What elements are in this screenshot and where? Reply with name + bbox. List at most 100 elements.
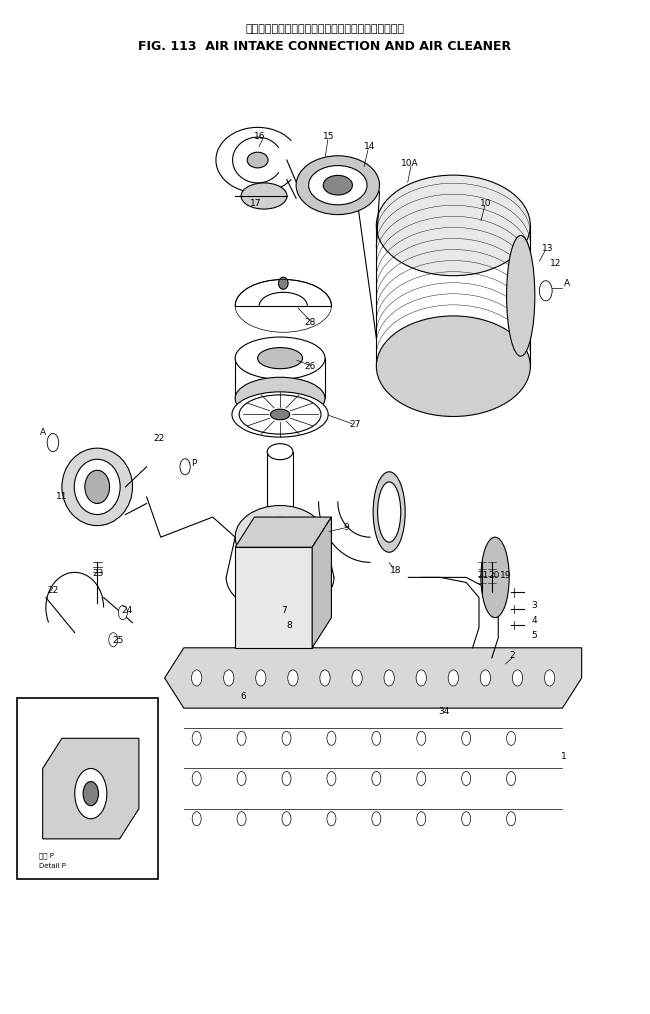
Circle shape xyxy=(417,812,426,825)
Text: 4: 4 xyxy=(532,617,538,626)
Circle shape xyxy=(506,772,515,786)
Ellipse shape xyxy=(376,175,530,276)
Text: 6: 6 xyxy=(240,692,246,701)
Ellipse shape xyxy=(257,517,302,557)
Text: 19: 19 xyxy=(500,571,511,580)
Circle shape xyxy=(384,670,395,686)
Text: 21: 21 xyxy=(478,571,489,580)
Circle shape xyxy=(540,281,552,301)
Text: 11: 11 xyxy=(55,493,67,502)
Text: Detail P: Detail P xyxy=(40,863,66,869)
Ellipse shape xyxy=(235,506,325,569)
Text: 22: 22 xyxy=(48,586,59,595)
Text: 20: 20 xyxy=(489,571,500,580)
Circle shape xyxy=(109,633,118,647)
Ellipse shape xyxy=(278,277,288,289)
Text: 7: 7 xyxy=(281,606,287,615)
Circle shape xyxy=(352,670,362,686)
Circle shape xyxy=(372,731,381,745)
Circle shape xyxy=(462,812,471,825)
Ellipse shape xyxy=(481,537,509,618)
Ellipse shape xyxy=(373,472,405,553)
Ellipse shape xyxy=(309,165,367,205)
Ellipse shape xyxy=(74,459,120,514)
Circle shape xyxy=(282,731,291,745)
Circle shape xyxy=(448,670,458,686)
Ellipse shape xyxy=(267,444,293,459)
Bar xyxy=(17,698,158,879)
Text: A: A xyxy=(40,428,46,437)
Text: 25: 25 xyxy=(112,636,124,645)
Ellipse shape xyxy=(257,348,302,369)
Circle shape xyxy=(462,731,471,745)
Text: FIG. 113  AIR INTAKE CONNECTION AND AIR CLEANER: FIG. 113 AIR INTAKE CONNECTION AND AIR C… xyxy=(138,40,512,53)
Circle shape xyxy=(237,812,246,825)
Circle shape xyxy=(237,731,246,745)
Circle shape xyxy=(75,769,107,818)
Circle shape xyxy=(240,620,250,636)
Ellipse shape xyxy=(241,183,287,209)
Ellipse shape xyxy=(378,482,400,542)
Ellipse shape xyxy=(376,316,530,417)
Text: 27: 27 xyxy=(350,420,361,429)
Circle shape xyxy=(480,670,491,686)
Text: エアーインテークコネクションおよびエアークリーナ: エアーインテークコネクションおよびエアークリーナ xyxy=(246,24,404,34)
Text: 3: 3 xyxy=(532,601,538,610)
Text: 2: 2 xyxy=(509,651,515,660)
Circle shape xyxy=(417,731,426,745)
Circle shape xyxy=(192,812,201,825)
Circle shape xyxy=(291,599,301,615)
Circle shape xyxy=(180,458,190,475)
Ellipse shape xyxy=(235,337,325,379)
Text: A: A xyxy=(564,279,570,288)
Circle shape xyxy=(282,812,291,825)
Circle shape xyxy=(506,731,515,745)
Circle shape xyxy=(288,670,298,686)
Text: 22: 22 xyxy=(153,434,164,443)
Text: 15: 15 xyxy=(323,133,335,141)
Circle shape xyxy=(237,772,246,786)
Text: 18: 18 xyxy=(391,566,402,575)
Circle shape xyxy=(118,605,127,620)
Ellipse shape xyxy=(235,377,325,420)
Text: 23: 23 xyxy=(93,569,104,578)
Ellipse shape xyxy=(267,519,293,535)
Text: 9: 9 xyxy=(343,522,348,531)
Circle shape xyxy=(83,782,99,806)
Circle shape xyxy=(192,772,201,786)
Ellipse shape xyxy=(232,391,328,437)
Circle shape xyxy=(417,772,426,786)
Text: 26: 26 xyxy=(304,362,316,371)
Circle shape xyxy=(47,434,58,451)
Circle shape xyxy=(372,772,381,786)
Text: 10: 10 xyxy=(480,199,492,208)
Polygon shape xyxy=(235,517,332,548)
Circle shape xyxy=(192,731,201,745)
Ellipse shape xyxy=(62,448,133,525)
Circle shape xyxy=(372,812,381,825)
Text: 13: 13 xyxy=(542,244,553,254)
Polygon shape xyxy=(312,517,332,648)
Circle shape xyxy=(512,670,523,686)
Circle shape xyxy=(291,620,301,636)
Text: 28: 28 xyxy=(304,318,316,328)
Circle shape xyxy=(327,812,336,825)
Text: 8: 8 xyxy=(287,622,292,630)
Polygon shape xyxy=(164,648,582,708)
Circle shape xyxy=(416,670,426,686)
Circle shape xyxy=(240,599,250,615)
Ellipse shape xyxy=(506,235,535,356)
Bar xyxy=(235,548,312,648)
Circle shape xyxy=(320,670,330,686)
Text: 1: 1 xyxy=(560,752,566,760)
Circle shape xyxy=(224,670,234,686)
Polygon shape xyxy=(43,738,139,839)
Circle shape xyxy=(327,731,336,745)
Text: 5: 5 xyxy=(532,632,538,640)
Ellipse shape xyxy=(270,410,290,420)
Text: 16: 16 xyxy=(254,133,266,141)
Ellipse shape xyxy=(85,470,110,504)
Text: 14: 14 xyxy=(363,143,375,151)
Text: 10A: 10A xyxy=(400,158,419,167)
Circle shape xyxy=(192,670,202,686)
